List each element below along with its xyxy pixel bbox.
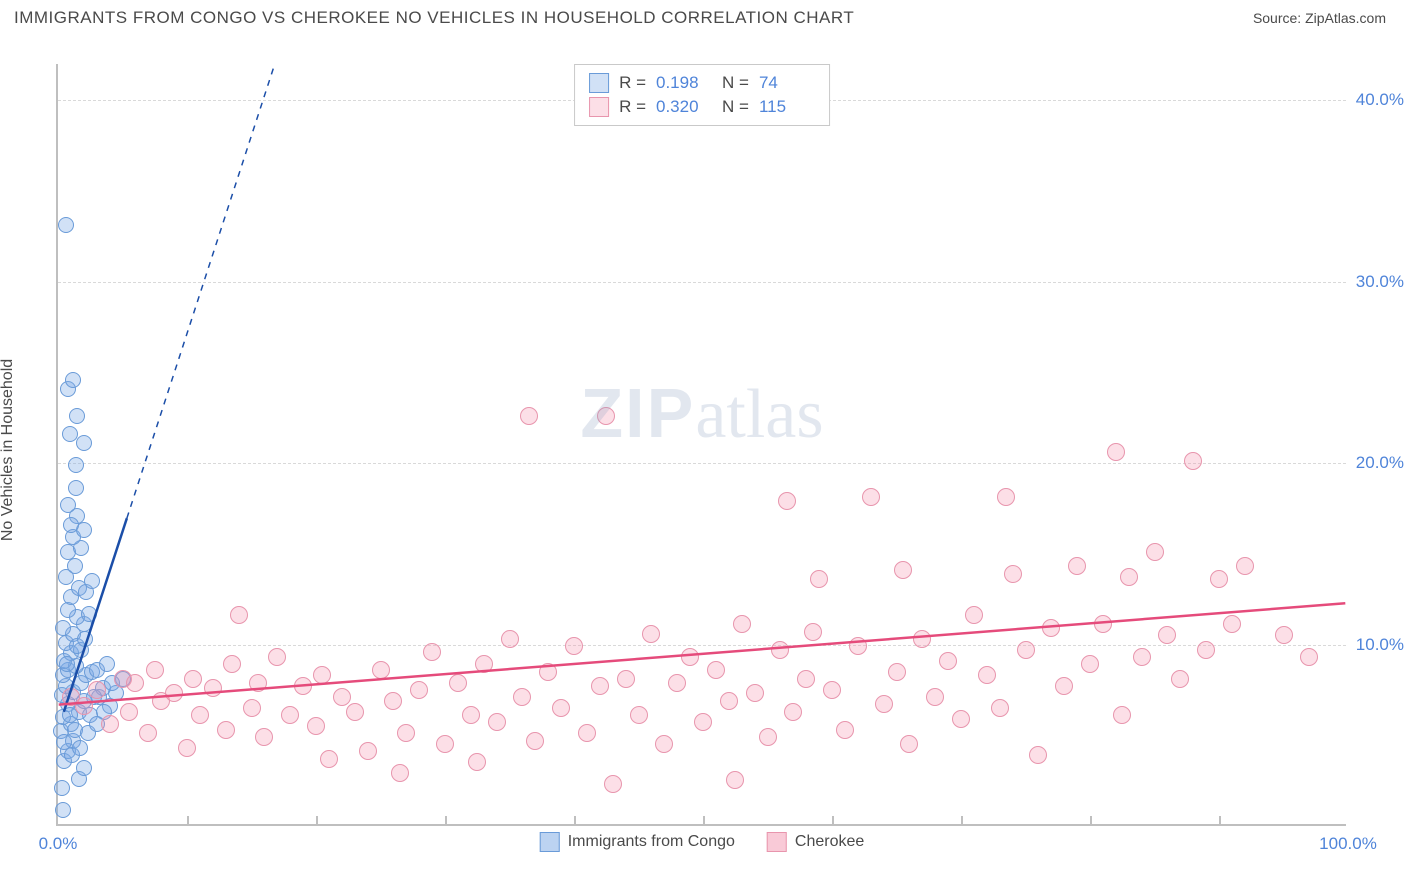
legend-series-label: Immigrants from Congo	[568, 833, 735, 851]
legend-series: Immigrants from Congo Cherokee	[540, 832, 865, 852]
plot-area: ZIPatlas R =0.198N =74R =0.320N =115 Imm…	[56, 64, 1346, 826]
r-label: R =	[619, 73, 646, 93]
x-tick-label: 100.0%	[1319, 834, 1377, 854]
r-label: R =	[619, 97, 646, 117]
y-tick-label: 40.0%	[1356, 90, 1404, 110]
n-value: 115	[759, 97, 815, 117]
trend-line-extension	[127, 64, 275, 518]
n-label: N =	[722, 97, 749, 117]
trend-lines-svg	[58, 64, 1346, 824]
legend-stat-row: R = 0.198 N = 74	[589, 71, 815, 95]
trend-line	[59, 603, 1346, 704]
n-value: 74	[759, 73, 815, 93]
r-value: 0.198	[656, 73, 712, 93]
y-axis-label: No Vehicles in Household	[0, 359, 17, 541]
x-tick-label: 0.0%	[39, 834, 78, 854]
y-tick-label: 20.0%	[1356, 453, 1404, 473]
y-tick-label: 30.0%	[1356, 272, 1404, 292]
legend-swatch	[540, 832, 560, 852]
trend-line	[64, 518, 127, 712]
title-bar: IMMIGRANTS FROM CONGO VS CHEROKEE NO VEH…	[0, 0, 1406, 32]
r-value: 0.320	[656, 97, 712, 117]
chart-container: No Vehicles in Household ZIPatlas R =0.1…	[14, 40, 1392, 860]
n-label: N =	[722, 73, 749, 93]
legend-swatch	[589, 73, 609, 93]
y-tick-label: 10.0%	[1356, 635, 1404, 655]
legend-stat-row: R = 0.320 N = 115	[589, 95, 815, 119]
legend-series-item: Immigrants from Congo	[540, 832, 735, 852]
chart-title: IMMIGRANTS FROM CONGO VS CHEROKEE NO VEH…	[14, 8, 854, 28]
legend-series-item: Cherokee	[767, 832, 864, 852]
legend-correlation-box: R = 0.198 N = 74 R = 0.320 N = 115	[574, 64, 830, 126]
legend-swatch	[767, 832, 787, 852]
legend-swatch	[589, 97, 609, 117]
legend-series-label: Cherokee	[795, 833, 864, 851]
source-label: Source: ZipAtlas.com	[1253, 10, 1386, 26]
